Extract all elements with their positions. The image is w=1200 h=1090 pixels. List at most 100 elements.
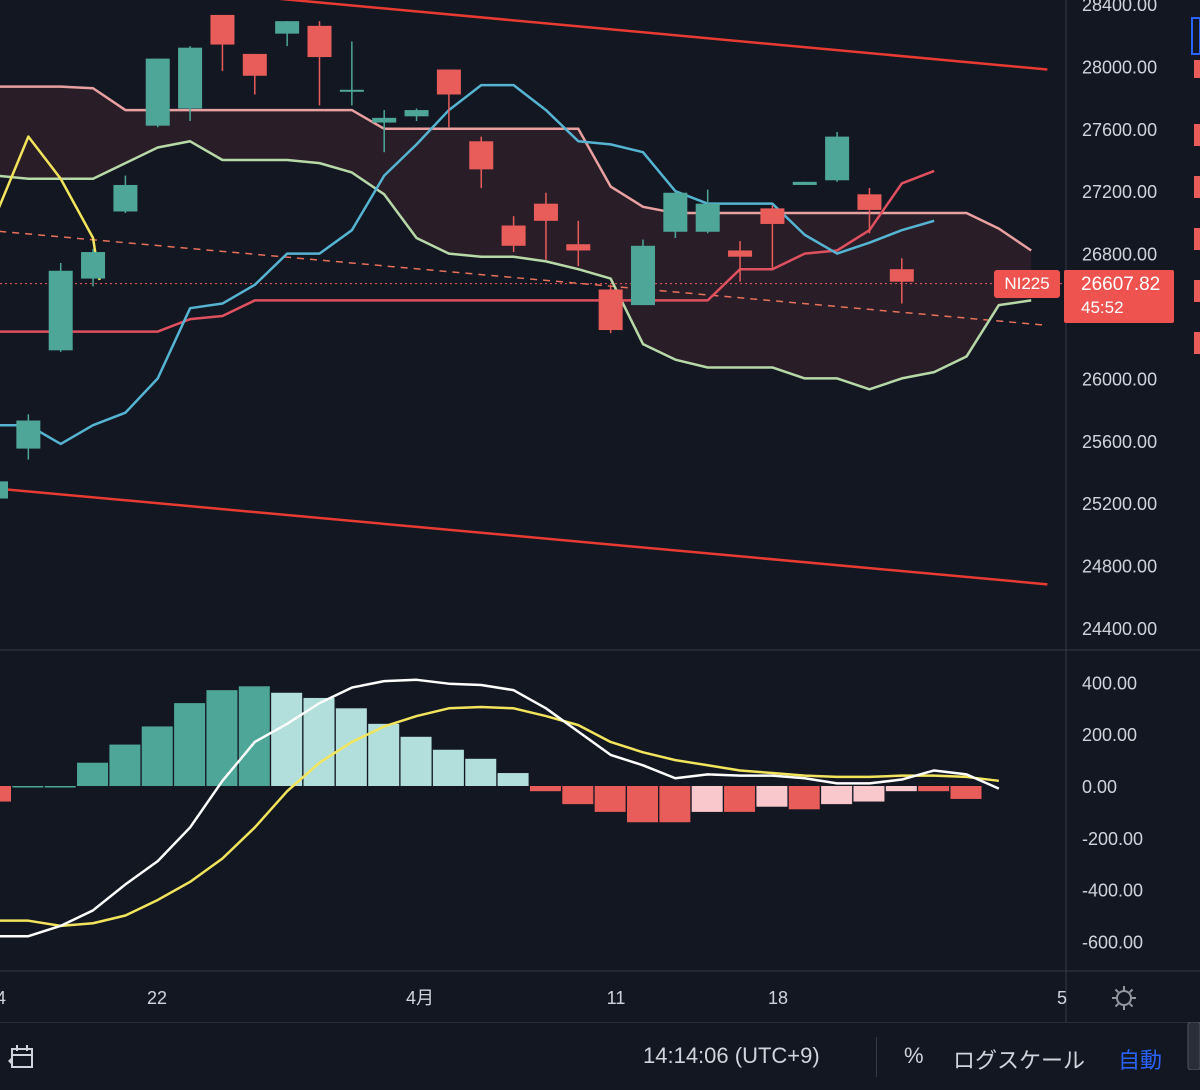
macd-histogram-bar [594, 786, 626, 812]
candle [145, 58, 170, 128]
kijun-line [0, 169, 935, 333]
macd-tick-label: -600.00 [1082, 932, 1143, 952]
candle-body [178, 47, 203, 109]
candle-body [113, 184, 138, 212]
candle [436, 69, 461, 128]
macd-histogram-bar [206, 690, 238, 786]
candle-body [469, 141, 494, 170]
time-tick-label: 18 [768, 988, 788, 1008]
macd-histogram-bar [821, 786, 853, 805]
candle-body [210, 14, 235, 45]
macd-tick-label: 400.00 [1082, 673, 1137, 693]
candle-body [307, 25, 332, 58]
macd-tick-label: -200.00 [1082, 829, 1143, 849]
price-tick-label: 25200.00 [1082, 494, 1157, 514]
bottom-status-bar: 14:14:06 (UTC+9) % ログスケール 自動 [0, 1022, 1200, 1090]
macd-histogram-bar [853, 786, 885, 802]
candle [760, 205, 785, 270]
candle-body [663, 192, 688, 232]
bar-countdown: 45:52 [1081, 298, 1124, 317]
price-tick-label: 28000.00 [1082, 57, 1157, 77]
candle [339, 41, 364, 106]
candle-body [0, 481, 8, 499]
price-tick-label: 27600.00 [1082, 120, 1157, 140]
candle [501, 216, 526, 253]
candle-body [16, 420, 41, 449]
macd-histogram-bar [141, 726, 173, 786]
senkou-span-b-line [0, 140, 1032, 391]
macd-histogram-bar [44, 786, 76, 788]
macd-tick-label: 0.00 [1082, 777, 1117, 797]
candle [16, 414, 41, 460]
macd-histogram-bar [724, 786, 756, 812]
last-price-value: 26607.82 [1081, 274, 1161, 295]
macd-histogram-bar [691, 786, 723, 812]
candle [81, 248, 106, 287]
time-tick-label: 4月 [406, 988, 434, 1008]
scroll-handle[interactable] [1186, 1021, 1200, 1071]
time-axis[interactable]: 14 22 4月 11 18 5 [0, 988, 1067, 1008]
candle-body [436, 69, 461, 95]
price-pane[interactable] [0, 0, 1066, 586]
time-tick-label: 14 [0, 988, 6, 1008]
right-toolbar-edge[interactable] [1186, 0, 1200, 400]
macd-histogram-bar [77, 762, 109, 786]
chart-background [0, 0, 1200, 1022]
macd-histogram-bar [529, 786, 561, 792]
candle [242, 53, 267, 95]
macd-histogram-bar [950, 786, 982, 799]
candle [469, 136, 494, 189]
percent-scale-toggle[interactable]: % [904, 1043, 924, 1068]
macd-histogram-bar [400, 736, 432, 786]
candle [210, 14, 235, 72]
candle [533, 192, 558, 260]
candle [695, 189, 720, 234]
candle-body [145, 58, 170, 126]
price-tick-label: 26000.00 [1082, 369, 1157, 389]
trend-line [0, 487, 1048, 586]
macd-pane[interactable] [0, 678, 1000, 938]
log-scale-toggle[interactable]: ログスケール [953, 1048, 1086, 1073]
macd-histogram-bar [497, 773, 529, 786]
candle [825, 131, 850, 182]
candle-body [339, 89, 364, 92]
candle-body [81, 252, 106, 279]
settings-gear-icon[interactable] [1110, 984, 1138, 1012]
auto-scale-toggle[interactable]: 自動 [1118, 1048, 1163, 1073]
candle-body [728, 250, 753, 257]
candle-body [631, 245, 655, 306]
candle [275, 21, 300, 47]
separator [876, 1037, 877, 1077]
macd-histogram-bar [918, 786, 950, 792]
macd-histogram-bar [0, 786, 11, 802]
macd-histogram-bar [659, 786, 691, 823]
candle-body [501, 225, 526, 246]
candle [48, 262, 73, 352]
macd-histogram-bar [335, 708, 367, 786]
macd-axis[interactable]: 400.00 200.00 0.00 -200.00 -400.00 -600.00 [1082, 673, 1143, 952]
price-tick-label: 24400.00 [1082, 619, 1157, 639]
candle [598, 284, 623, 334]
price-tick-label: 26800.00 [1082, 245, 1157, 265]
macd-histogram-bar [465, 758, 497, 786]
macd-histogram-bar [174, 703, 206, 786]
candle-body [372, 117, 397, 123]
candle-body [598, 289, 623, 331]
price-tick-label: 24800.00 [1082, 557, 1157, 577]
symbol-tag: NI225 [994, 270, 1060, 298]
macd-signal-line [0, 705, 999, 928]
candle-body [242, 53, 267, 76]
candle [372, 110, 397, 153]
candle-body [857, 194, 882, 210]
clock-timezone[interactable]: 14:14:06 (UTC+9) [643, 1043, 820, 1068]
date-range-icon[interactable] [6, 1043, 36, 1071]
chart-svg[interactable]: 28400.00 28000.00 27600.00 27200.00 26800.00… [0, 0, 1200, 1022]
macd-line [0, 678, 1000, 938]
candle [631, 239, 655, 306]
candle-body [792, 181, 817, 185]
time-tick-label: 22 [147, 988, 167, 1008]
candle [566, 220, 591, 267]
trend-line [278, 0, 1048, 71]
candle [663, 191, 688, 238]
price-tick-label: 27200.00 [1082, 182, 1157, 202]
